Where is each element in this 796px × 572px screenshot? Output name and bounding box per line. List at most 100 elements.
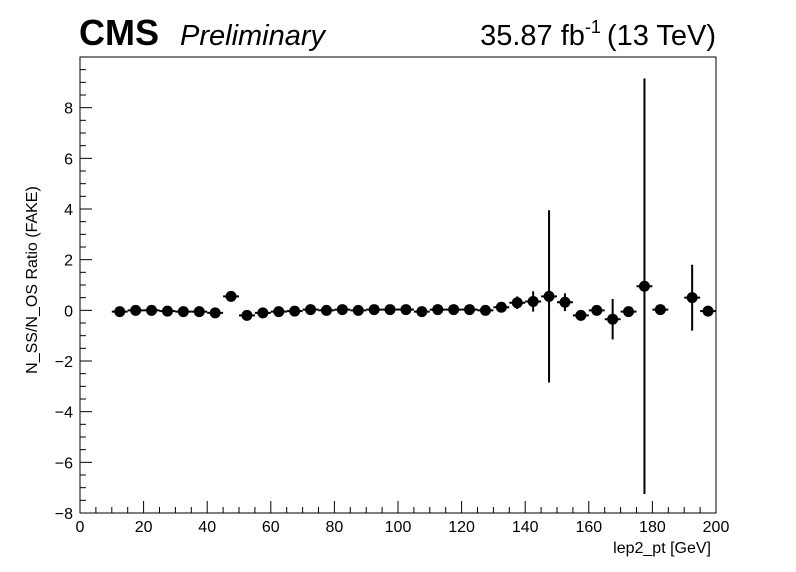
plot-frame [79,56,717,514]
data-point [684,264,701,331]
x-tick-label: 80 [326,519,344,536]
data-point [223,290,239,302]
point-marker [464,304,476,316]
x-tick-label: 160 [575,519,602,536]
point-marker [257,307,269,319]
y-tick-label: 4 [64,202,73,219]
data-point [429,304,446,316]
data-point [366,304,383,316]
point-marker [146,304,158,316]
lumi-exponent: -1 [585,17,601,37]
data-point [620,306,637,318]
point-marker [352,304,364,316]
data-point [350,304,367,316]
point-marker [400,304,412,316]
x-tick-label: 180 [639,519,666,536]
data-point [382,304,398,316]
point-marker [336,304,348,316]
data-point [572,309,589,321]
x-tick-label: 40 [198,519,216,536]
y-tick-label: 8 [64,101,73,118]
y-tick-label: 6 [64,151,73,168]
point-marker [305,304,317,316]
data-point [700,305,716,317]
data-point [652,304,669,316]
data-point [493,301,510,313]
point-marker [114,306,126,318]
point-marker [225,290,237,302]
x-tick-label: 100 [385,519,412,536]
point-marker [607,313,619,325]
point-marker [479,304,491,316]
data-point [398,304,414,316]
data-point [525,291,542,312]
y-tick-label: −8 [55,506,73,523]
y-tick-label: −2 [55,354,73,371]
data-point [239,309,255,321]
point-marker [559,296,571,308]
point-marker [209,307,221,319]
data-point [588,304,605,316]
y-tick-label: 0 [64,303,73,320]
point-marker [289,305,301,317]
point-marker [161,305,173,317]
data-point [159,305,176,317]
luminosity-label: 35.87 fb-1 (13 TeV) [480,17,716,52]
data-point [509,296,526,310]
experiment-label: CMS [79,12,159,53]
data-point [477,304,494,316]
x-axis-title: lep2_pt [GeV] [613,540,711,557]
point-marker [638,280,650,292]
data-point [207,307,224,319]
status-label: Preliminary [180,20,327,52]
x-tick-label: 0 [76,519,85,536]
data-point [191,306,208,318]
y-tick-label: −4 [55,405,73,422]
point-marker [495,301,507,313]
data-point [557,293,573,312]
data-point [461,304,478,316]
point-marker [193,306,205,318]
y-axis-title: N_SS/N_OS Ratio (FAKE) [24,186,41,374]
x-tick-label: 140 [512,519,539,536]
point-marker [702,305,714,317]
point-marker [623,306,635,318]
data-point [286,305,303,317]
y-tick-label: −6 [55,455,73,472]
lumi-value: 35.87 fb [480,20,585,52]
data-point [127,304,144,316]
point-marker [384,304,396,316]
data-markers [111,78,716,494]
data-point [270,306,287,318]
point-marker [368,304,380,316]
point-marker [686,292,698,304]
data-point [302,304,319,316]
x-tick-label: 60 [262,519,280,536]
point-marker [432,304,444,316]
x-tick-label: 200 [703,519,730,536]
point-marker [575,309,587,321]
point-marker [543,290,555,302]
point-marker [273,306,285,318]
tick-labels: 0 20 40 60 80 100 120 140 160 180 200 −8 −6 −4 −2 0 2 4 6 8 [55,101,730,536]
data-point [143,304,160,316]
data-point [413,306,430,318]
axis-ticks [79,56,717,514]
point-marker [241,309,253,321]
x-tick-label: 20 [135,519,153,536]
point-marker [654,304,666,316]
point-marker [130,304,142,316]
data-point [111,306,128,318]
y-tick-label: 2 [64,253,73,270]
data-point [604,298,621,340]
data-point [334,304,351,316]
point-marker [527,295,539,307]
x-tick-label: 120 [448,519,475,536]
data-point [636,78,653,494]
point-marker [591,304,603,316]
data-point [175,306,192,318]
energy-label: (13 TeV) [607,20,716,52]
point-marker [448,304,460,316]
point-marker [177,306,189,318]
